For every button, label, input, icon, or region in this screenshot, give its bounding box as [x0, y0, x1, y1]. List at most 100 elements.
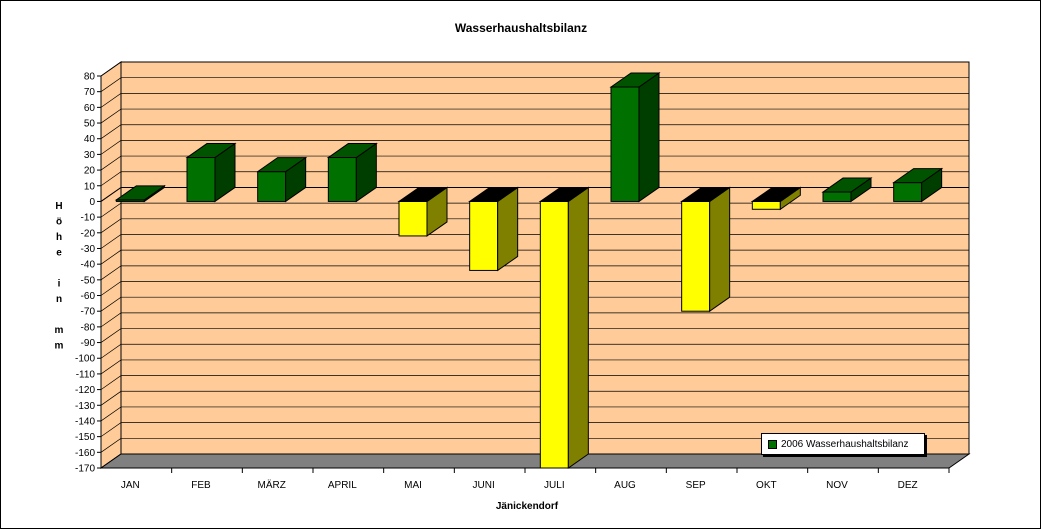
y-tick-label: 60	[84, 103, 96, 114]
gridline	[100, 140, 969, 155]
gridline	[100, 155, 969, 171]
gridline	[100, 171, 969, 187]
bar-top	[750, 186, 802, 202]
bar-side	[638, 72, 660, 203]
y-tick-label: -80	[81, 322, 96, 333]
bar-top	[256, 157, 308, 173]
zero-line	[100, 186, 969, 202]
y-axis-title-char: i	[58, 279, 61, 290]
side-wall	[100, 61, 122, 469]
chart-title: Wasserhaushaltsbilanz	[455, 21, 587, 35]
x-axis-title: Jänickendorf	[496, 501, 559, 512]
y-tick-label: -10	[81, 213, 96, 224]
y-axis-title-char: h	[56, 232, 62, 243]
y-tick-label: -170	[75, 464, 95, 475]
y-tick-label: -20	[81, 228, 96, 239]
y-tick-label: -30	[81, 244, 96, 255]
y-axis-title-char: ö	[56, 217, 62, 228]
y-tick-label: -60	[81, 291, 96, 302]
bar-top	[609, 72, 661, 88]
bar	[751, 200, 781, 210]
y-tick-label: 70	[84, 87, 96, 98]
y-tick-label: 40	[84, 134, 96, 145]
y-axis-title-char: m	[55, 325, 64, 336]
y-tick-label: -160	[75, 448, 95, 459]
y-tick-label: -70	[81, 307, 96, 318]
x-tick-label: JAN	[121, 480, 140, 491]
x-tick-label: MAI	[404, 480, 422, 491]
bar	[539, 200, 569, 469]
x-tick-label: APRIL	[328, 480, 357, 491]
bar	[681, 200, 711, 312]
gridline	[100, 406, 969, 422]
y-tick-label: -40	[81, 260, 96, 271]
gridline	[100, 93, 969, 108]
x-tick-label: FEB	[191, 480, 211, 491]
y-tick-label: -110	[76, 369, 96, 380]
bar-top	[821, 177, 873, 193]
x-tick-label: JULI	[544, 480, 565, 491]
gridline	[100, 312, 969, 328]
y-tick-label: 30	[84, 150, 96, 161]
gridline	[100, 108, 969, 124]
bar	[186, 157, 216, 202]
bar	[327, 157, 357, 202]
y-tick-label: -130	[75, 401, 95, 412]
gridline	[100, 359, 969, 375]
gridline	[100, 375, 969, 390]
floor	[99, 453, 971, 469]
gridline	[100, 124, 969, 140]
y-tick-label: -100	[75, 354, 95, 365]
y-axis-title-char: H	[55, 201, 62, 212]
bar	[893, 182, 923, 202]
x-tick-label: SEP	[686, 480, 706, 491]
y-tick-label: 20	[84, 166, 96, 177]
bar-top	[892, 168, 944, 184]
bar-top	[114, 185, 166, 201]
bar-top	[680, 186, 732, 202]
y-tick-label: 80	[84, 72, 96, 83]
y-axis-title-char: n	[56, 294, 62, 305]
y-tick-label: -50	[81, 275, 96, 286]
x-tick-label: NOV	[826, 480, 848, 491]
x-tick-label: DEZ	[898, 480, 918, 491]
y-tick-label: -90	[81, 338, 96, 349]
x-tick-label: JUNI	[473, 480, 495, 491]
bar-top	[538, 186, 590, 202]
legend: 2006 Wasserhaushaltsbilanz	[761, 433, 925, 455]
bar-side	[709, 186, 731, 313]
bar	[398, 200, 428, 237]
y-tick-label: 10	[84, 181, 96, 192]
gridline	[100, 343, 969, 359]
y-axis-title-char: e	[56, 248, 62, 259]
bar	[469, 200, 499, 271]
y-tick-label: 50	[84, 119, 96, 130]
x-tick-label: MÄRZ	[257, 479, 285, 491]
bar-top	[185, 143, 237, 159]
gridline	[100, 77, 969, 92]
bar	[610, 86, 640, 202]
bar-top	[397, 186, 449, 202]
y-tick-label: -150	[75, 432, 95, 443]
y-tick-label: -120	[75, 385, 95, 396]
y-tick-label: 0	[89, 197, 95, 208]
gridline	[100, 437, 969, 453]
legend-swatch	[768, 439, 777, 449]
gridline	[100, 328, 969, 343]
gridline	[100, 390, 969, 406]
gridline	[100, 61, 969, 77]
y-axis-title-char: m	[55, 341, 64, 352]
bar-side	[567, 186, 589, 469]
bar-top	[326, 143, 378, 159]
legend-label: 2006 Wasserhaushaltsbilanz	[781, 438, 909, 450]
y-tick-label: -140	[75, 416, 95, 427]
bar-top	[468, 186, 520, 202]
gridline	[100, 422, 969, 437]
gridline	[100, 453, 969, 469]
x-tick-label: OKT	[756, 480, 777, 491]
plot-area: 80 70 60 50 40 30 20 10 0 -10 -20 -30 -40 -50 -60 -70 -8…	[75, 61, 971, 491]
x-tick-label: AUG	[614, 480, 636, 491]
